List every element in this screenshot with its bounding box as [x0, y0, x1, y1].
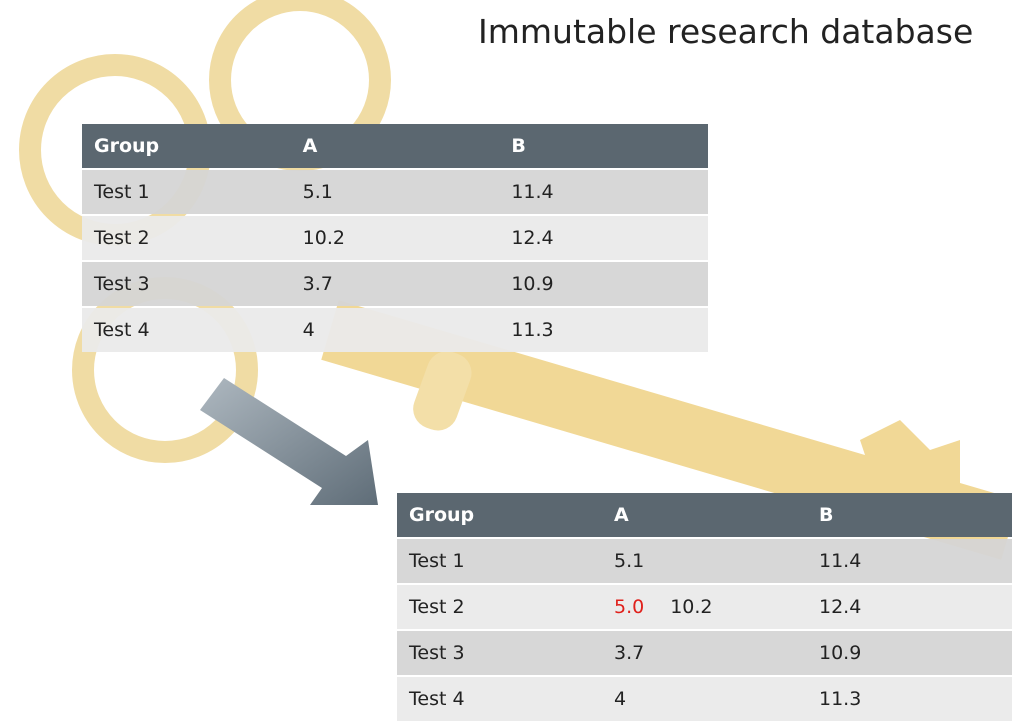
table-row: Test 2 5.0 10.2 12.4 — [397, 585, 1012, 629]
cell: 12.4 — [807, 585, 1012, 629]
corrected-value: 5.0 — [614, 596, 644, 618]
header-cell: B — [499, 124, 708, 168]
header-cell: A — [291, 124, 500, 168]
cell: Test 2 — [397, 585, 602, 629]
cell: 3.7 — [291, 262, 500, 306]
cell: Test 1 — [82, 170, 291, 214]
header-cell: A — [602, 493, 807, 537]
cell: 4 — [602, 677, 807, 721]
cell: Test 3 — [397, 631, 602, 675]
cell: Test 4 — [397, 677, 602, 721]
cell: Test 3 — [82, 262, 291, 306]
cell: 5.1 — [291, 170, 500, 214]
header-cell: Group — [397, 493, 602, 537]
slide: Immutable research database GroupABTest … — [0, 0, 1012, 714]
cell: 5.1 — [602, 539, 807, 583]
slide-title: Immutable research database — [478, 12, 973, 51]
cell: 11.3 — [807, 677, 1012, 721]
edited-cell: 5.0 10.2 — [602, 585, 807, 629]
cell: 11.4 — [807, 539, 1012, 583]
cell: 10.9 — [499, 262, 708, 306]
cell: Test 1 — [397, 539, 602, 583]
cell: 10.2 — [291, 216, 500, 260]
cell: 10.9 — [807, 631, 1012, 675]
cell: 3.7 — [602, 631, 807, 675]
header-cell: Group — [82, 124, 291, 168]
cell: 12.4 — [499, 216, 708, 260]
cell: Test 4 — [82, 308, 291, 352]
cell: 4 — [291, 308, 500, 352]
cell: 11.3 — [499, 308, 708, 352]
header-cell: B — [807, 493, 1012, 537]
original-value: 10.2 — [670, 596, 712, 618]
cell: Test 2 — [82, 216, 291, 260]
cell: 11.4 — [499, 170, 708, 214]
arrow — [200, 378, 378, 505]
